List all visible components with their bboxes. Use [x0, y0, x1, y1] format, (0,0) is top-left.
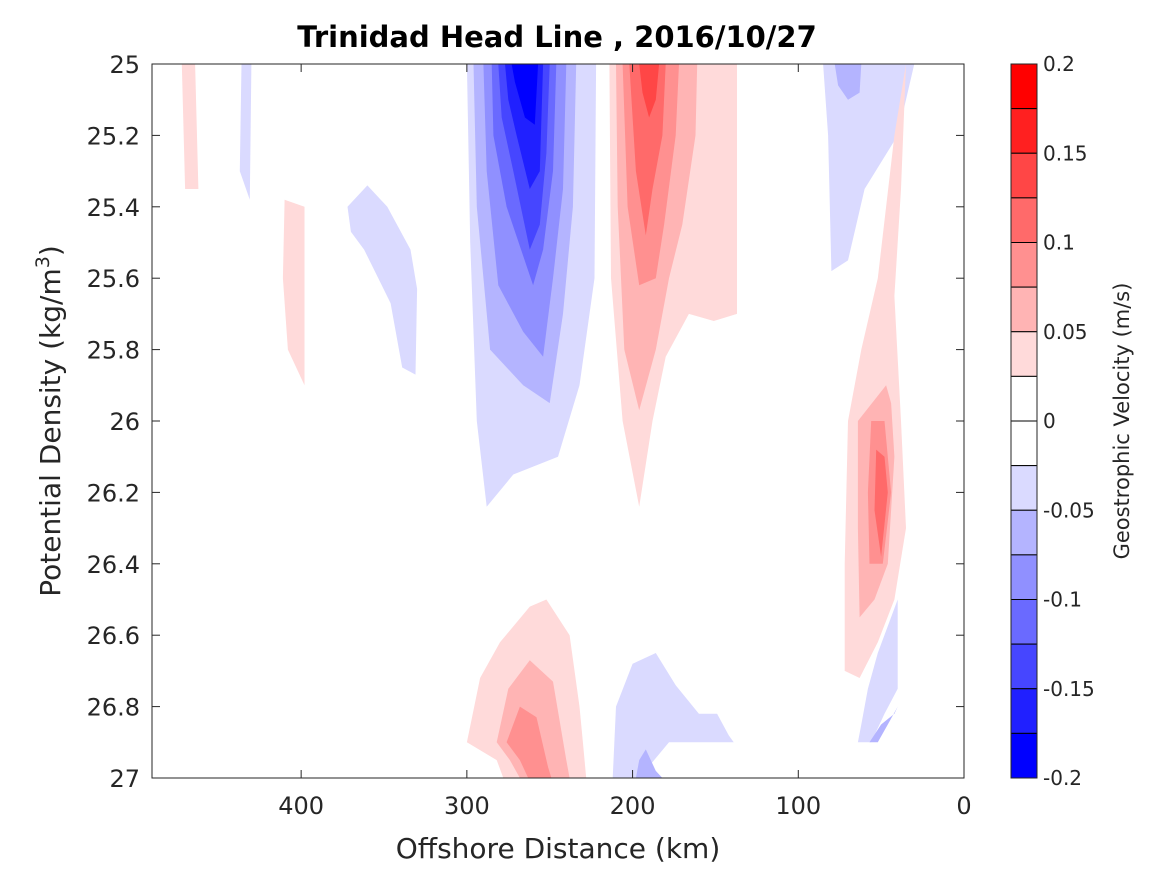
- contour-region-neg-east-top-l2: [834, 64, 862, 100]
- colorbar-tick-label: -0.15: [1043, 677, 1095, 701]
- y-tick-label: 25: [109, 51, 140, 79]
- y-axis-title-superscript: 3: [32, 256, 54, 268]
- colorbar-swatch: [1010, 465, 1038, 511]
- y-tick-label: 25.4: [87, 194, 140, 222]
- y-tick-label: 26.2: [87, 479, 140, 507]
- colorbar-swatch: [1010, 286, 1038, 333]
- x-tick-label: 400: [278, 792, 324, 820]
- plot-frame: [151, 63, 965, 779]
- colorbar-swatch: [1010, 331, 1038, 377]
- contour-region-neg-west-blob: [347, 185, 418, 375]
- contour-region-neg-east-bottom-l2: [869, 706, 898, 743]
- contour-regions: [181, 64, 915, 778]
- colorbar-swatch: [1010, 599, 1038, 645]
- x-tick-label: 200: [610, 792, 656, 820]
- colorbar-swatch: [1010, 688, 1038, 734]
- colorbar-tick-label: -0.1: [1043, 588, 1082, 612]
- colorbar-tick-label: 0: [1043, 409, 1056, 433]
- x-axis-title: Offshore Distance (km): [396, 832, 721, 865]
- y-axis-title-suffix: ): [34, 245, 67, 256]
- contour-region-pos-east-l4: [874, 449, 888, 557]
- colorbar-swatch: [1010, 242, 1038, 288]
- colorbar-tick-label: -0.2: [1043, 766, 1082, 790]
- colorbar-tick-label: 0.2: [1043, 52, 1075, 76]
- contour-region-neg-east-bottom-l1: [857, 599, 898, 743]
- y-tick-label: 25.6: [87, 265, 140, 293]
- colorbar-tick-label: -0.05: [1043, 498, 1095, 522]
- y-tick-label: 25.2: [87, 122, 140, 150]
- contour-region-pos-deep-l3: [506, 706, 552, 778]
- y-tick-label: 26.4: [87, 551, 140, 579]
- colorbar-swatch: [1010, 554, 1038, 600]
- contour-region-neg-core-l7: [511, 64, 539, 125]
- contour-region-neg-deep-l1: [612, 653, 734, 778]
- chart-title: Trinidad Head Line , 2016/10/27: [297, 20, 817, 54]
- colorbar-swatch: [1010, 375, 1038, 422]
- colorbar-swatch: [1010, 732, 1038, 779]
- colorbar-swatch: [1010, 197, 1038, 243]
- colorbar-tick-label: 0.1: [1043, 231, 1075, 255]
- colorbar-frame: [1010, 63, 1038, 779]
- colorbar-swatch: [1010, 509, 1038, 556]
- y-tick-label: 26.6: [87, 622, 140, 650]
- colorbar-swatch: [1010, 108, 1038, 154]
- colorbar-tick-label: 0.15: [1043, 141, 1088, 165]
- colorbar-swatch: [1010, 643, 1038, 690]
- y-tick-label: 27: [109, 765, 140, 793]
- x-tick-label: 0: [956, 792, 971, 820]
- contour-region-pos-west-blob: [282, 199, 305, 386]
- axes: 400 300 200 100 0 25 25.2 25.4 25.6 25.8 26 26.2 26.…: [87, 51, 972, 820]
- contour-region-pos-core-l4: [629, 64, 666, 236]
- y-axis-title: Potential Density (kg/m3): [32, 245, 67, 597]
- colorbar-swatch: [1010, 63, 1038, 110]
- y-tick-label: 26.8: [87, 694, 140, 722]
- contour-region-neg-east-top-l1: [823, 64, 915, 272]
- contour-region-pos-far-west: [181, 64, 199, 189]
- contour-region-pos-core-l5: [639, 64, 660, 118]
- contour-region-neg-deep-l2: [635, 749, 663, 778]
- colorbar-swatch: [1010, 420, 1038, 467]
- colorbar: 0.2 0.15 0.1 0.05 0 -0.05 -0.1 -0.15 -0.2: [1010, 52, 1095, 790]
- x-tick-label: 300: [444, 792, 490, 820]
- x-tick-label: 100: [775, 792, 821, 820]
- colorbar-tick-label: 0.05: [1043, 320, 1088, 344]
- colorbar-title: Geostrophic Velocity (m/s): [1110, 283, 1134, 560]
- y-axis-title-main: Potential Density (kg/m: [34, 268, 67, 597]
- y-tick-label: 25.8: [87, 337, 140, 365]
- y-tick-label: 26: [109, 408, 140, 436]
- colorbar-swatch: [1010, 152, 1038, 199]
- contour-region-neg-west-thin: [239, 64, 252, 200]
